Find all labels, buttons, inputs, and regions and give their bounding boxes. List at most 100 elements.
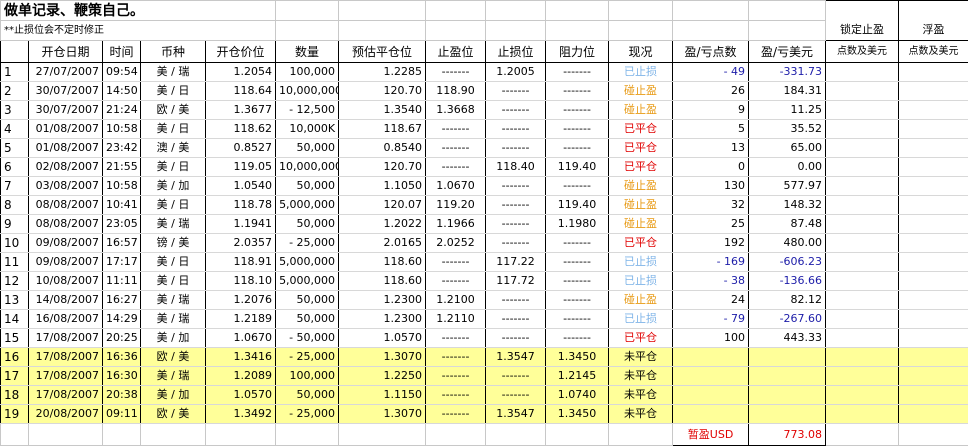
cell <box>28 423 103 446</box>
cell: 5,000,000 <box>275 271 340 291</box>
cell: ------- <box>485 309 547 329</box>
cell <box>825 366 900 386</box>
cell <box>825 119 900 139</box>
cell: 7 <box>0 176 29 196</box>
cell: 01/08/2007 <box>28 119 103 139</box>
locked-header: 锁定止盈 <box>825 20 900 41</box>
cell: 美 / 瑞 <box>140 62 206 82</box>
cell: ------- <box>545 176 610 196</box>
cell: 澳 / 美 <box>140 138 206 158</box>
cell: 21:55 <box>102 157 141 177</box>
cell: 120.70 <box>338 157 427 177</box>
cell: 已平仓 <box>608 138 674 158</box>
cell <box>672 366 750 386</box>
cell: 碰止盈 <box>608 176 674 196</box>
cell <box>898 214 968 234</box>
cell: 577.97 <box>748 176 827 196</box>
column-header: 现况 <box>608 40 674 63</box>
cell: 16/08/2007 <box>28 309 103 329</box>
cell: ------- <box>485 290 547 310</box>
cell: 16:27 <box>102 290 141 310</box>
cell: 美 / 日 <box>140 252 206 272</box>
cell <box>672 385 750 405</box>
cell: ------- <box>425 157 487 177</box>
cell: 8 <box>0 195 29 215</box>
row: 4 01/08/2007 10:58 美 / 日 118.62 10,000K 118.67… <box>0 119 968 139</box>
cell: 26 <box>672 81 750 101</box>
cell <box>825 252 900 272</box>
cell: 118.60 <box>338 252 427 272</box>
cell: 50,000 <box>275 309 340 329</box>
cell: 美 / 日 <box>140 195 206 215</box>
cell: 0.00 <box>748 157 827 177</box>
cell: 0.8527 <box>204 138 277 158</box>
cell: ------- <box>425 328 487 348</box>
cell <box>545 423 610 446</box>
cell <box>825 423 900 446</box>
cell: 10:58 <box>102 119 141 139</box>
row: 9 08/08/2007 23:05 美 / 瑞 1.1941 50,000 1.2022 1… <box>0 214 968 234</box>
cell: - 50,000 <box>275 328 340 348</box>
cell <box>0 423 29 446</box>
cell: 1.0570 <box>204 385 277 405</box>
row: 17 17/08/2007 16:30 美 / 瑞 1.2089 100,000 1.225… <box>0 366 968 386</box>
cell: ------- <box>485 138 547 158</box>
cell: 美 / 瑞 <box>140 214 206 234</box>
cell: 118.62 <box>204 119 277 139</box>
cell: - 25,000 <box>275 347 340 367</box>
cell: 192 <box>672 233 750 253</box>
cell: 16 <box>0 347 29 367</box>
cell: 120.70 <box>338 81 427 101</box>
cell: 30/07/2007 <box>28 81 103 101</box>
cell: 1.3070 <box>338 347 427 367</box>
cell: 118.10 <box>204 271 277 291</box>
cell: 16:57 <box>102 233 141 253</box>
cell: ------- <box>485 214 547 234</box>
cell: 1.0670 <box>204 328 277 348</box>
cell: 1.3450 <box>545 404 610 424</box>
cell: 0.8540 <box>338 138 427 158</box>
cell: 碰止盈 <box>608 214 674 234</box>
cell: 09:54 <box>102 62 141 82</box>
cell <box>898 423 968 446</box>
cell: 12 <box>0 271 29 291</box>
cell: 10,000,000 <box>275 81 340 101</box>
cell <box>898 138 968 158</box>
cell: 1.2145 <box>545 366 610 386</box>
cell: 美 / 日 <box>140 119 206 139</box>
cell: ------- <box>545 290 610 310</box>
cell: 4 <box>0 119 29 139</box>
cell <box>748 385 827 405</box>
cell: ------- <box>545 309 610 329</box>
cell <box>898 404 968 424</box>
total-label: 暂盈USD <box>672 423 750 446</box>
column-header: 时间 <box>102 40 141 63</box>
cell <box>898 290 968 310</box>
cell <box>825 214 900 234</box>
cell: 1.3070 <box>338 404 427 424</box>
cell <box>898 62 968 82</box>
cell <box>140 423 206 446</box>
cell: 碰止盈 <box>608 195 674 215</box>
cell: 1.3547 <box>485 404 547 424</box>
cell: 1.3547 <box>485 347 547 367</box>
cell <box>425 423 487 446</box>
cell: ------- <box>545 138 610 158</box>
cell <box>748 404 827 424</box>
cell <box>204 423 277 446</box>
cell <box>898 100 968 120</box>
cell: 美 / 加 <box>140 328 206 348</box>
cell <box>898 328 968 348</box>
cell: 25 <box>672 214 750 234</box>
cell <box>825 328 900 348</box>
header-cell <box>0 40 29 63</box>
cell: 10/08/2007 <box>28 271 103 291</box>
cell: 184.31 <box>748 81 827 101</box>
total-value: 773.08 <box>748 423 827 446</box>
cell: ------- <box>485 195 547 215</box>
cell: 美 / 瑞 <box>140 366 206 386</box>
cell: 美 / 加 <box>140 176 206 196</box>
row: 10 09/08/2007 16:57 镑 / 美 2.0357- 25,000 2.01… <box>0 233 968 253</box>
cell: 已平仓 <box>608 233 674 253</box>
cell: 碰止盈 <box>608 81 674 101</box>
